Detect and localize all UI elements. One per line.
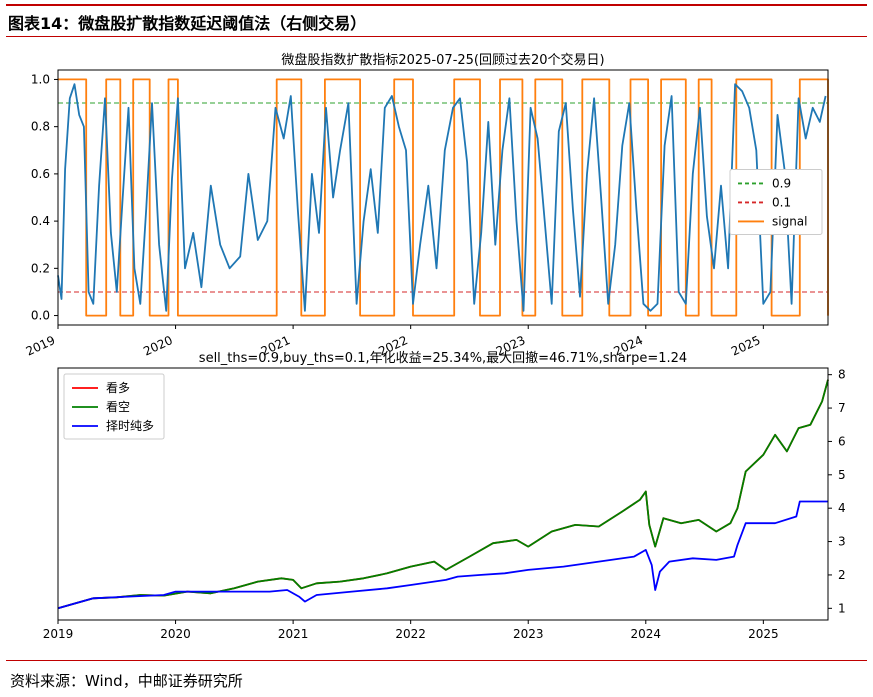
- legend-label: 看空: [106, 400, 130, 414]
- series-line-signal: [58, 78, 829, 317]
- plot-frame-0: [57, 69, 829, 326]
- x-tick-label: 2020: [160, 627, 191, 641]
- figure-title: 图表14：微盘股扩散指数延迟阈值法（右侧交易）: [8, 14, 367, 33]
- x-tick-label: 2019: [24, 333, 58, 359]
- x-tick-label: 2024: [631, 627, 662, 641]
- y-tick-label: 0.6: [31, 167, 50, 181]
- title-rule: [6, 36, 867, 37]
- series-line-看空: [57, 379, 829, 610]
- source-note: 资料来源：Wind，中邮证券研究所: [10, 672, 243, 690]
- y-tick-label: 3: [838, 535, 846, 549]
- y-tick-label: 0.2: [31, 261, 50, 275]
- chart-panel-1: [57, 367, 832, 624]
- chart-panel-0: [54, 69, 829, 329]
- legend-box-0: [729, 168, 823, 235]
- x-tick-label: 2022: [395, 627, 426, 641]
- y-tick-label: 0.8: [31, 120, 50, 134]
- y-tick-label: 8: [838, 368, 846, 382]
- x-tick-label: 2023: [513, 627, 544, 641]
- y-tick-label: 0.4: [31, 214, 50, 228]
- plot-frame-1: [57, 367, 829, 621]
- top-rule: [6, 4, 867, 6]
- y-tick-label: 2: [838, 568, 846, 582]
- series-line-择时纯多: [57, 500, 828, 610]
- legend-label: signal: [772, 214, 808, 228]
- y-tick-label: 0.0: [31, 309, 50, 323]
- bottom-rule: [6, 660, 867, 661]
- x-tick-label: 2025: [748, 627, 779, 641]
- y-tick-label: 4: [838, 501, 846, 515]
- legend-label: 0.9: [772, 176, 791, 190]
- series-line-看多: [57, 379, 829, 610]
- y-tick-label: 6: [838, 434, 846, 448]
- y-tick-label: 1: [838, 601, 846, 615]
- y-tick-label: 7: [838, 401, 846, 415]
- series-line-index: [57, 83, 827, 312]
- x-tick-label: 2020: [141, 333, 175, 359]
- legend-label: 看多: [106, 381, 130, 395]
- x-tick-label: 2025: [729, 333, 763, 359]
- chart-title-1: sell_ths=0.9,buy_ths=0.1,年化收益=25.34%,最大回…: [199, 350, 687, 366]
- legend-box-1: [63, 373, 165, 440]
- y-tick-label: 5: [838, 468, 846, 482]
- chart-title-0: 微盘股指数扩散指标2025-07-25(回顾过去20个交易日): [281, 52, 604, 68]
- legend-label: 0.1: [772, 195, 791, 209]
- legend-label: 择时纯多: [106, 419, 154, 433]
- y-tick-label: 1.0: [31, 72, 50, 86]
- x-tick-label: 2019: [43, 627, 74, 641]
- x-tick-label: 2021: [278, 627, 309, 641]
